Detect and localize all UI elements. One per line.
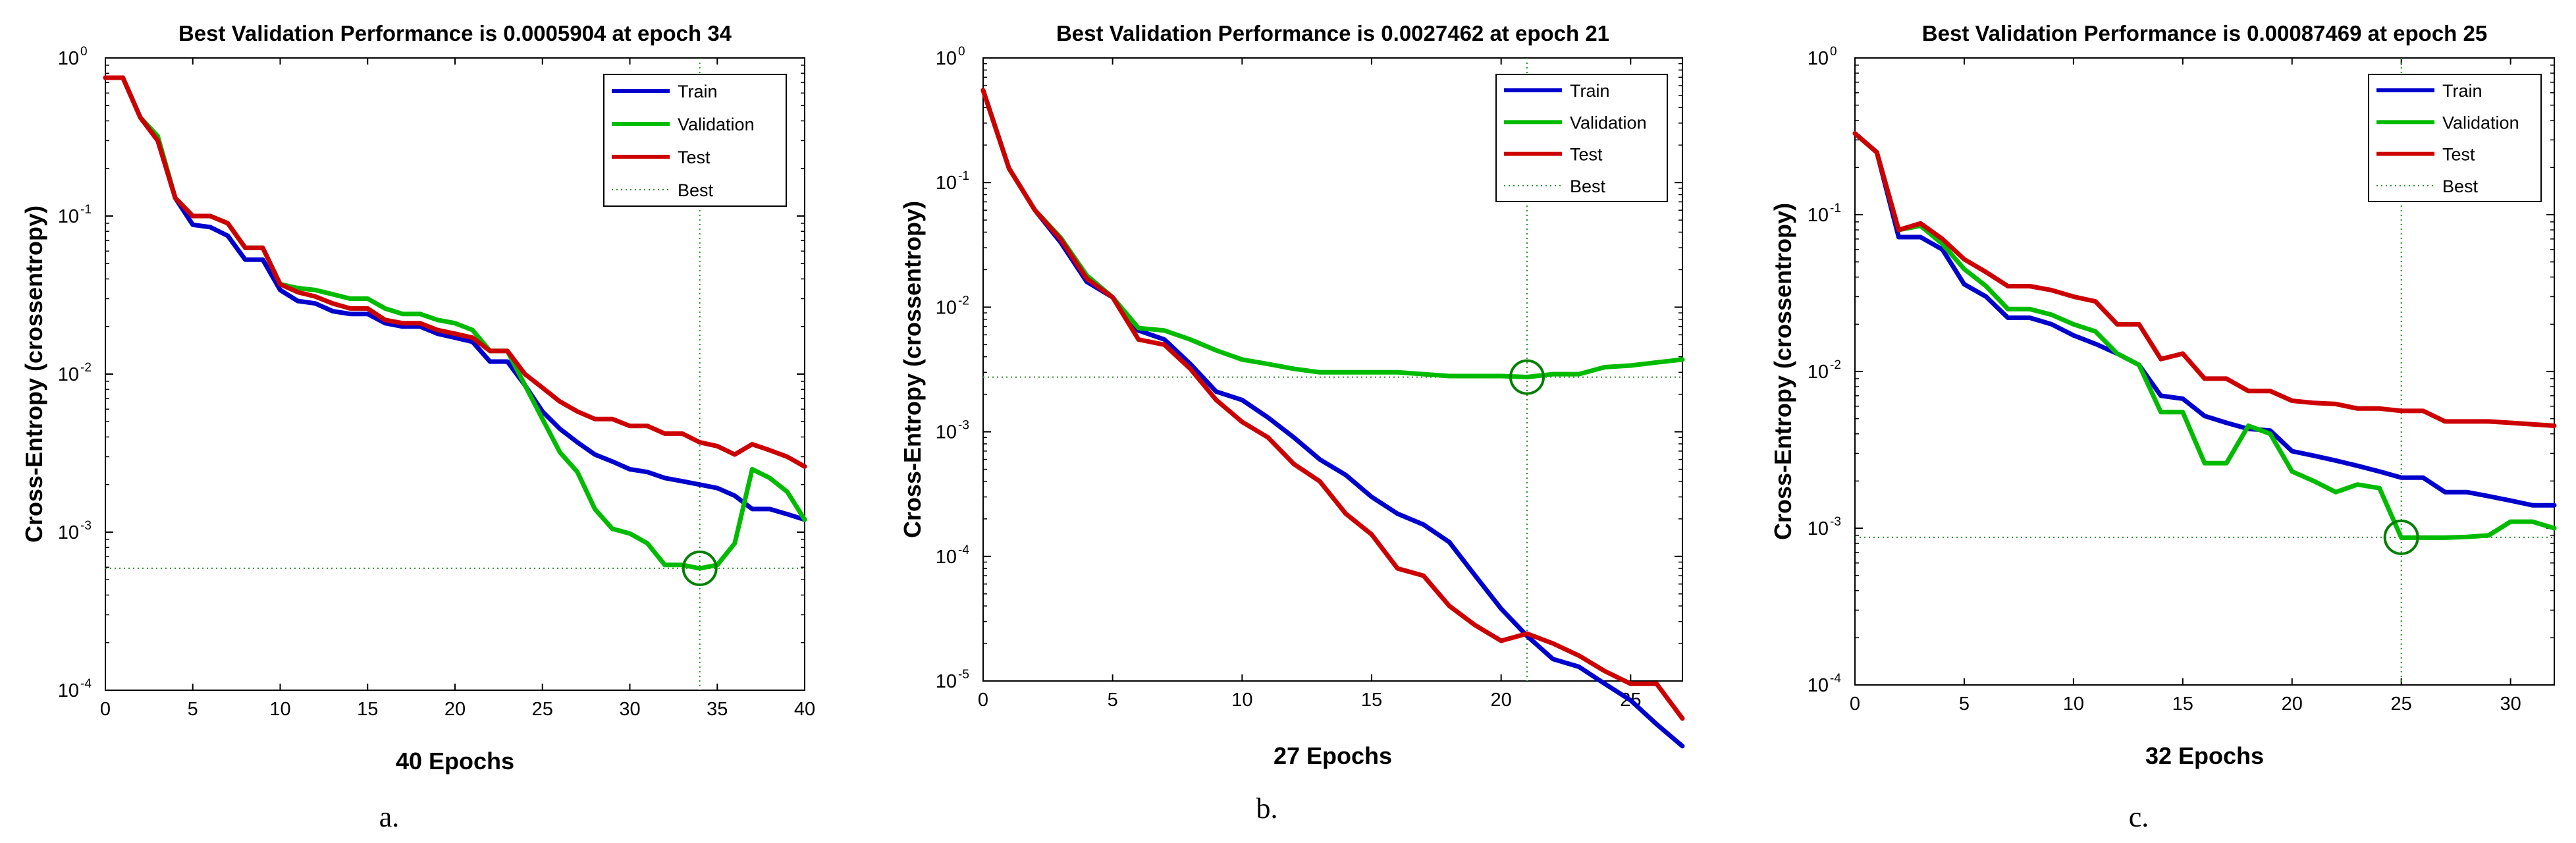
y-tick-label: 10 bbox=[936, 422, 957, 443]
panel-caption: b. bbox=[1256, 792, 1278, 825]
series-line-validation bbox=[1852, 131, 2557, 540]
chart-title: Best Validation Performance is 0.0005904… bbox=[178, 21, 732, 45]
legend-label-best: Best bbox=[678, 180, 714, 200]
y-axis-label: Cross-Entropy (crossentropy) bbox=[20, 205, 47, 543]
y-tick-label: 10 bbox=[58, 48, 79, 69]
x-tick-label: 0 bbox=[1850, 693, 1860, 715]
x-tick-label: 35 bbox=[707, 699, 728, 720]
series-line-test bbox=[103, 75, 807, 469]
legend-label-test: Test bbox=[678, 148, 711, 167]
chart-panel-b: Best Validation Performance is 0.0027462… bbox=[899, 21, 1685, 825]
legend: Train Validation Test Best bbox=[603, 74, 787, 207]
series-line-test bbox=[980, 88, 1685, 721]
y-tick-label: 10 bbox=[58, 522, 79, 543]
y-tick-exponent: -3 bbox=[1830, 515, 1841, 529]
y-tick-label: 10 bbox=[58, 680, 79, 701]
x-tick-label: 10 bbox=[269, 699, 290, 720]
x-tick-label: 15 bbox=[357, 699, 378, 720]
x-tick-label: 30 bbox=[619, 699, 640, 720]
legend-label-validation: Validation bbox=[678, 115, 755, 134]
y-tick-exponent: -1 bbox=[1830, 202, 1841, 215]
y-tick-exponent: 0 bbox=[80, 45, 88, 59]
legend-label-test: Test bbox=[1570, 145, 1603, 165]
x-axis-label: 27 Epochs bbox=[1274, 742, 1392, 769]
chart-panels: Best Validation Performance is 0.0005904… bbox=[20, 21, 2557, 833]
x-tick-label: 20 bbox=[444, 699, 466, 720]
y-tick-exponent: -1 bbox=[80, 203, 92, 217]
y-tick-label: 10 bbox=[1808, 205, 1829, 226]
x-tick-label: 15 bbox=[2172, 693, 2193, 715]
y-tick-label: 10 bbox=[936, 48, 957, 69]
y-tick-exponent: -2 bbox=[958, 294, 969, 308]
y-tick-exponent: 0 bbox=[1830, 45, 1837, 59]
y-tick-label: 10 bbox=[936, 671, 957, 692]
y-tick-exponent: -2 bbox=[80, 361, 92, 375]
x-tick-label: 25 bbox=[532, 699, 553, 720]
y-tick-label: 10 bbox=[58, 206, 79, 227]
x-tick-label: 20 bbox=[2282, 693, 2303, 715]
x-tick-label: 15 bbox=[1361, 690, 1382, 711]
chart-panel-c: Best Validation Performance is 0.0008746… bbox=[1769, 21, 2557, 833]
best-marker-circle bbox=[1509, 359, 1545, 395]
y-tick-exponent: -3 bbox=[958, 419, 969, 433]
y-tick-label: 10 bbox=[936, 547, 957, 568]
x-axis-label: 32 Epochs bbox=[2145, 742, 2264, 769]
y-axis-label: Cross-Entropy (crossentropy) bbox=[1769, 203, 1796, 540]
legend-label-train: Train bbox=[678, 82, 718, 101]
y-tick-exponent: -5 bbox=[958, 668, 969, 682]
y-tick-label: 10 bbox=[936, 173, 957, 194]
x-tick-label: 10 bbox=[2063, 693, 2084, 715]
legend-label-validation: Validation bbox=[2442, 113, 2519, 132]
legend-label-validation: Validation bbox=[1570, 113, 1647, 132]
y-axis-label: Cross-Entropy (crossentropy) bbox=[899, 201, 926, 538]
chart-title: Best Validation Performance is 0.0027462… bbox=[1056, 21, 1609, 45]
y-tick-exponent: -2 bbox=[1830, 358, 1841, 372]
legend-box bbox=[603, 74, 787, 207]
x-tick-label: 5 bbox=[1959, 693, 1970, 715]
x-tick-label: 0 bbox=[978, 690, 988, 711]
y-tick-exponent: -4 bbox=[1830, 672, 1841, 686]
legend-label-best: Best bbox=[1570, 177, 1606, 196]
legend-label-test: Test bbox=[2442, 145, 2475, 165]
y-tick-exponent: 0 bbox=[958, 45, 965, 59]
y-tick-exponent: -4 bbox=[958, 543, 969, 557]
y-tick-label: 10 bbox=[1808, 48, 1829, 69]
chart-title: Best Validation Performance is 0.0008746… bbox=[1922, 21, 2487, 45]
x-tick-label: 40 bbox=[794, 699, 815, 720]
panel-caption: a. bbox=[379, 801, 400, 833]
x-tick-label: 25 bbox=[2391, 693, 2412, 715]
y-tick-label: 10 bbox=[1808, 518, 1829, 539]
y-tick-label: 10 bbox=[1808, 362, 1829, 383]
legend: Train Validation Test Best bbox=[2368, 74, 2542, 202]
x-tick-label: 5 bbox=[188, 699, 198, 720]
legend-label-best: Best bbox=[2442, 177, 2479, 196]
legend-label-train: Train bbox=[1570, 81, 1610, 101]
series-line-test bbox=[1852, 131, 2557, 428]
y-tick-exponent: -3 bbox=[80, 519, 92, 533]
x-tick-label: 20 bbox=[1491, 690, 1512, 711]
legend-label-train: Train bbox=[2442, 81, 2482, 101]
x-tick-label: 10 bbox=[1231, 690, 1252, 711]
best-marker-circle bbox=[682, 550, 718, 586]
y-tick-label: 10 bbox=[58, 364, 79, 385]
legend: Train Validation Test Best bbox=[1495, 74, 1668, 202]
y-tick-exponent: -1 bbox=[958, 169, 969, 183]
x-axis-label: 40 Epochs bbox=[396, 748, 514, 775]
series-line-train bbox=[1852, 131, 2557, 508]
x-tick-label: 30 bbox=[2500, 693, 2521, 715]
series-line-train bbox=[103, 75, 807, 522]
chart-panel-a: Best Validation Performance is 0.0005904… bbox=[20, 21, 815, 833]
legend-box bbox=[2368, 74, 2542, 202]
x-tick-label: 0 bbox=[100, 699, 111, 720]
y-tick-label: 10 bbox=[1808, 675, 1829, 696]
best-marker-circle bbox=[2383, 519, 2419, 555]
panel-caption: c. bbox=[2129, 801, 2149, 833]
x-tick-label: 5 bbox=[1108, 690, 1118, 711]
legend-box bbox=[1495, 74, 1668, 202]
y-tick-label: 10 bbox=[936, 297, 957, 318]
y-tick-exponent: -4 bbox=[80, 677, 92, 691]
